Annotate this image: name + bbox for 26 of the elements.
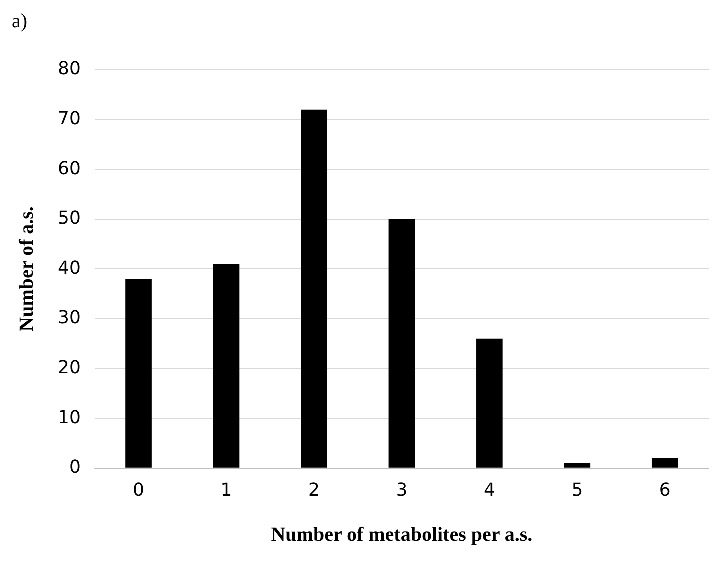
x-axis-title: Number of metabolites per a.s.: [271, 524, 533, 546]
bar: [126, 279, 152, 468]
bar: [388, 219, 416, 468]
y-tick-label: 0: [69, 457, 81, 478]
x-tick-label: 4: [484, 480, 496, 501]
y-tick-label: 50: [58, 208, 81, 230]
y-axis-title: Number of a.s.: [16, 206, 38, 332]
bar: [564, 463, 591, 468]
x-tick-label: 3: [396, 480, 408, 501]
y-tick-label: 60: [58, 158, 81, 180]
x-tick-label: 1: [220, 480, 232, 501]
y-tick-label: 10: [58, 407, 81, 428]
bar: [213, 264, 240, 468]
y-tick-label: 70: [58, 108, 81, 130]
x-tick-label: 2: [308, 480, 320, 501]
bar: [301, 110, 328, 468]
y-tick-label: 30: [58, 308, 81, 329]
x-tick-label: 5: [572, 480, 584, 501]
bar: [476, 338, 503, 468]
y-tick-label: 20: [58, 357, 81, 378]
bar: [652, 458, 678, 468]
y-tick-label: 80: [58, 58, 81, 80]
x-tick-label: 6: [659, 480, 671, 501]
y-tick-label: 40: [58, 258, 81, 279]
text: a): [12, 10, 28, 32]
x-tick-label: 0: [133, 480, 144, 501]
